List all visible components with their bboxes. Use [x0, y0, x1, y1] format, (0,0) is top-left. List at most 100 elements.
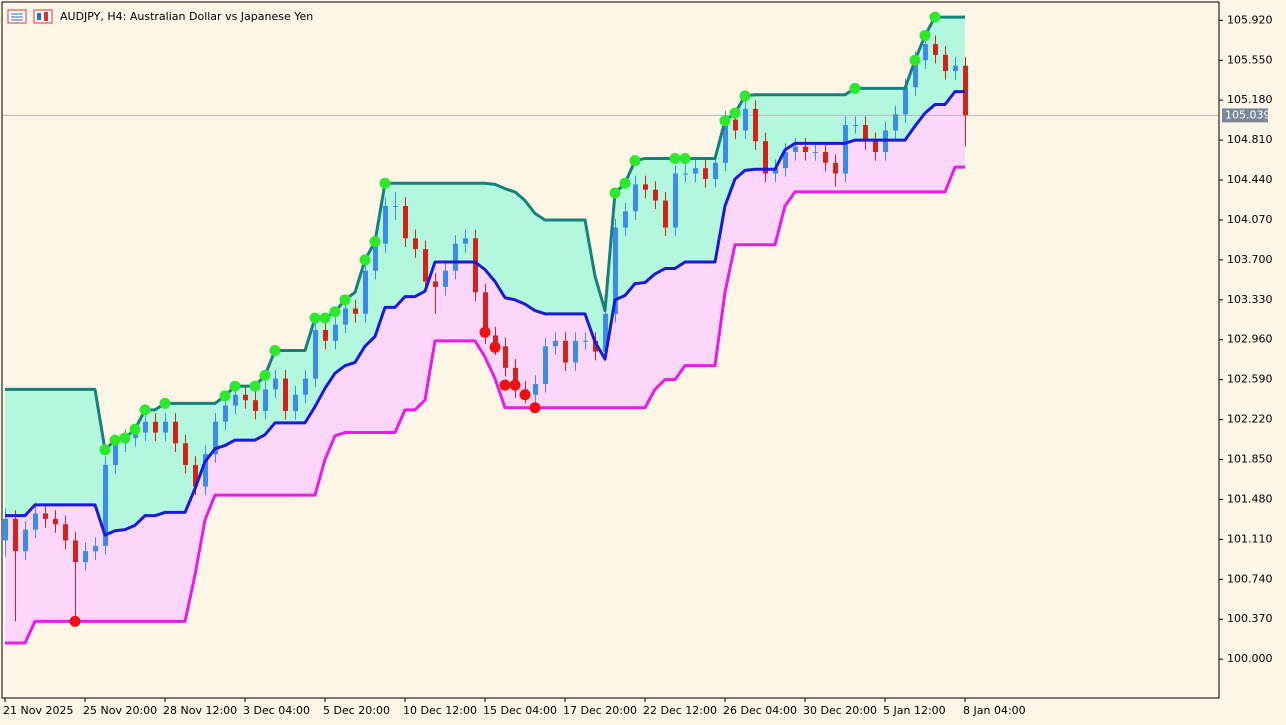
candle-body: [173, 421, 178, 444]
y-tick-label: 100.000: [1227, 652, 1273, 665]
x-tick-label: 3 Dec 04:00: [243, 704, 310, 717]
candle-body: [873, 141, 878, 152]
candle-body: [683, 173, 688, 175]
candle-body: [403, 205, 408, 239]
candle-body: [603, 313, 608, 352]
plot-frame: [1, 1, 1220, 699]
candle-body: [483, 292, 488, 336]
candle-body: [163, 421, 168, 433]
sell-signal: [499, 379, 511, 391]
candle-body: [513, 367, 518, 390]
sell-signal: [489, 341, 501, 353]
x-tick-label: 5 Dec 20:00: [323, 704, 390, 717]
candle-body: [713, 162, 718, 179]
candle-body: [33, 513, 38, 530]
candle-body: [573, 340, 578, 363]
candle-body: [183, 443, 188, 465]
x-tick-label: 22 Dec 12:00: [643, 704, 717, 717]
candle-body: [493, 335, 498, 347]
candle-body: [633, 184, 638, 212]
candle-body: [673, 173, 678, 228]
candle-body: [953, 65, 958, 72]
candle-body: [153, 421, 158, 433]
buy-signal: [929, 11, 941, 23]
candle-body: [273, 378, 278, 390]
candle-body: [913, 60, 918, 88]
candle-body: [253, 400, 258, 411]
candle-body: [373, 243, 378, 271]
y-tick-label: 100.740: [1227, 572, 1273, 585]
buy-signal: [339, 294, 351, 306]
buy-signal: [329, 306, 341, 318]
buy-signal: [629, 155, 641, 167]
x-tick-label: 17 Dec 20:00: [563, 704, 637, 717]
y-tick-label: 101.110: [1227, 532, 1273, 545]
buy-signal: [109, 434, 121, 446]
x-tick-label: 25 Nov 20:00: [83, 704, 157, 717]
x-tick-label: 30 Dec 20:00: [803, 704, 877, 717]
candle-body: [203, 454, 208, 487]
x-tick-label: 5 Jan 12:00: [883, 704, 946, 717]
candle-body: [743, 108, 748, 131]
plot-area: [2, 11, 1219, 645]
candle-body: [393, 205, 398, 207]
sell-signal: [69, 615, 81, 627]
last-price-box: [1222, 108, 1268, 123]
candle-body: [793, 146, 798, 152]
candle-body: [263, 389, 268, 411]
buy-signal: [119, 432, 131, 444]
y-tick-label: 103.700: [1227, 253, 1273, 266]
candle-body: [443, 270, 448, 287]
candle-body: [283, 378, 288, 411]
y-tick-label: 105.550: [1227, 53, 1273, 66]
candle-body: [303, 378, 308, 395]
candle-body: [553, 340, 558, 347]
buy-signal: [319, 312, 331, 324]
buy-signal: [259, 369, 271, 381]
last-price-label: 105.039: [1225, 108, 1271, 121]
candle-body: [453, 243, 458, 271]
candle-body: [503, 346, 508, 368]
y-tick-label: 105.920: [1227, 13, 1273, 26]
candle-body: [773, 168, 778, 174]
sell-signal: [509, 379, 521, 391]
candle-body: [643, 184, 648, 190]
candle-body: [723, 119, 728, 163]
candle-body: [943, 54, 948, 72]
y-tick-label: 104.070: [1227, 213, 1273, 226]
x-tick-label: 26 Dec 04:00: [723, 704, 797, 717]
buy-signal: [359, 254, 371, 266]
y-tick-label: 104.440: [1227, 173, 1273, 186]
candle-body: [823, 151, 828, 163]
candle-body: [383, 205, 388, 244]
candle-body: [243, 394, 248, 401]
y-tick-label: 105.180: [1227, 93, 1273, 106]
y-tick-label: 104.810: [1227, 133, 1273, 146]
candle-body: [3, 518, 8, 541]
candle-body: [23, 529, 28, 552]
candle-body: [293, 394, 298, 411]
buy-signal: [669, 152, 681, 164]
buy-signal: [919, 29, 931, 41]
buy-signal: [719, 115, 731, 127]
candle-body: [733, 119, 738, 131]
candle-body: [843, 125, 848, 174]
candle-body: [63, 524, 68, 541]
candle-body: [423, 249, 428, 282]
buy-signal: [909, 54, 921, 66]
candle-body: [413, 238, 418, 250]
candle-body: [53, 518, 58, 525]
candle-body: [353, 308, 358, 314]
y-tick-label: 102.590: [1227, 373, 1273, 386]
candle-body: [533, 383, 538, 395]
buy-signal: [729, 107, 741, 119]
candle-body: [863, 125, 868, 142]
candle-body: [433, 281, 438, 287]
sell-signal: [479, 326, 491, 338]
candle-body: [803, 146, 808, 152]
buy-signal: [609, 187, 621, 199]
candle-body: [763, 141, 768, 174]
buy-signal: [99, 444, 111, 456]
